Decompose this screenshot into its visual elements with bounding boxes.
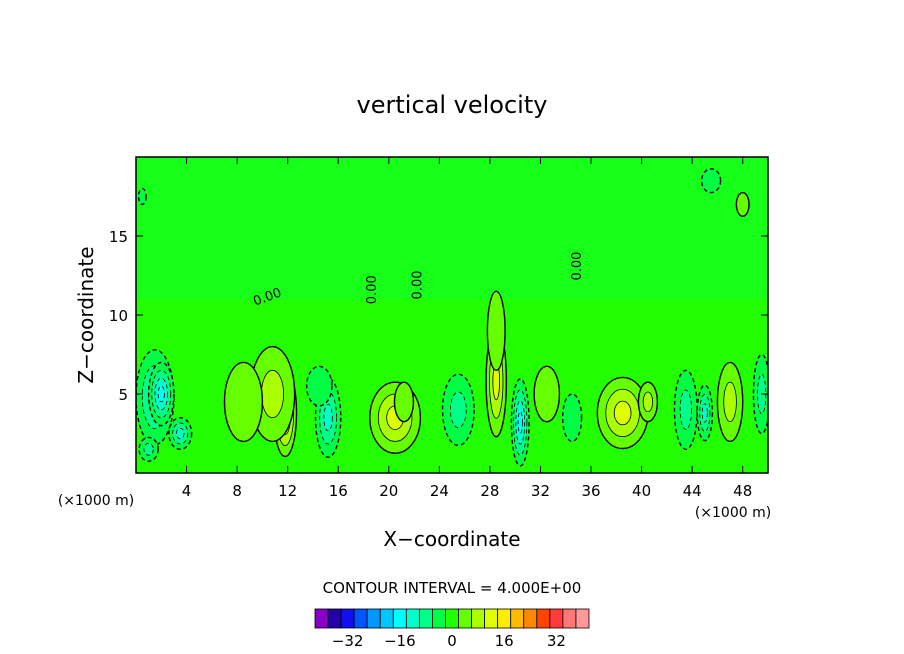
- contour-region: [223, 361, 264, 443]
- colorbar-swatch: [432, 608, 446, 629]
- contour-region: [613, 400, 632, 426]
- contour-region: [143, 442, 154, 456]
- y-axis: 5 10 15: [109, 228, 768, 404]
- x-tick-label: 20: [379, 482, 398, 500]
- colorbar-swatch: [549, 608, 564, 629]
- colorbar-swatch: [445, 608, 459, 629]
- contour-region: [137, 187, 147, 206]
- colorbar-tick-label: −32: [332, 632, 364, 650]
- contour-region: [701, 403, 708, 423]
- colorbar-swatch: [353, 608, 368, 629]
- x-tick-label: 32: [531, 482, 550, 500]
- x-tick-label: 24: [430, 482, 449, 500]
- contour-region: [561, 393, 583, 443]
- colorbar-swatch: [366, 608, 381, 629]
- colorbar-tick-label: 16: [495, 632, 514, 650]
- contour-region: [261, 369, 284, 419]
- colorbar-swatch: [327, 608, 342, 629]
- contour-region: [517, 411, 523, 434]
- field-upper-band: [136, 157, 768, 300]
- contour-field: 0.00 0.00 0.000.00: [136, 157, 768, 473]
- colorbar-tick-label: 32: [547, 632, 566, 650]
- contour-region: [305, 365, 333, 407]
- contour-region: [450, 391, 467, 428]
- contour-region: [735, 191, 750, 217]
- x-units-left: (×1000 m): [58, 493, 134, 509]
- colorbar-tick-label: 0: [447, 632, 457, 650]
- contour-region: [642, 391, 654, 413]
- colorbar-swatch: [418, 608, 433, 629]
- contour-region: [486, 290, 506, 371]
- contour-region: [723, 381, 737, 423]
- colorbar-tick-label: −16: [384, 632, 416, 650]
- colorbar-swatch: [575, 608, 590, 629]
- contour-region: [323, 404, 333, 432]
- colorbar-swatch: [458, 608, 472, 629]
- contour-interval: CONTOUR INTERVAL = 4.000E+00: [323, 579, 582, 597]
- x-tick-label: 48: [733, 482, 752, 500]
- colorbar-swatch: [562, 608, 577, 629]
- x-tick-label: 4: [182, 482, 192, 500]
- contour-region: [157, 385, 165, 403]
- contour-label: 0.00: [365, 275, 380, 304]
- x-tick-label: 28: [480, 482, 499, 500]
- contour-region: [176, 427, 185, 440]
- x-axis-label: X−coordinate: [383, 527, 520, 551]
- x-axis: 4 8 12 16 20 24 28 32 36 40 44 48: [182, 157, 752, 500]
- colorbar-swatch: [484, 608, 499, 629]
- colorbar: −32 −16 0 16 32: [314, 608, 590, 650]
- contour-region: [533, 365, 561, 423]
- contour-region: [679, 389, 692, 430]
- colorbar-swatch: [379, 608, 394, 629]
- contour-region: [393, 381, 415, 423]
- colorbar-swatch: [536, 608, 551, 629]
- x-tick-label: 44: [683, 482, 702, 500]
- colorbar-swatch: [471, 608, 486, 629]
- colorbar-swatch: [340, 608, 355, 629]
- x-tick-label: 12: [278, 482, 297, 500]
- x-tick-label: 40: [632, 482, 651, 500]
- x-tick-label: 16: [329, 482, 348, 500]
- y-tick-label: 15: [109, 228, 128, 246]
- y-tick-label: 10: [109, 307, 128, 325]
- x-tick-label: 36: [581, 482, 600, 500]
- contour-region: [700, 168, 722, 194]
- y-tick-label: 5: [118, 386, 128, 404]
- colorbar-swatch: [510, 608, 525, 629]
- colorbar-swatch: [405, 608, 420, 629]
- contour-label: 0.00: [411, 271, 426, 300]
- colorbar-swatch: [392, 608, 407, 629]
- x-units-right: (×1000 m): [695, 505, 771, 521]
- contour-label: 0.00: [570, 252, 585, 281]
- colorbar-swatch: [523, 608, 538, 629]
- y-axis-label: Z−coordinate: [74, 246, 98, 383]
- x-tick-label: 8: [232, 482, 242, 500]
- colorbar-swatch: [497, 608, 512, 629]
- chart-title: vertical velocity: [357, 91, 548, 119]
- colorbar-swatch: [314, 608, 329, 629]
